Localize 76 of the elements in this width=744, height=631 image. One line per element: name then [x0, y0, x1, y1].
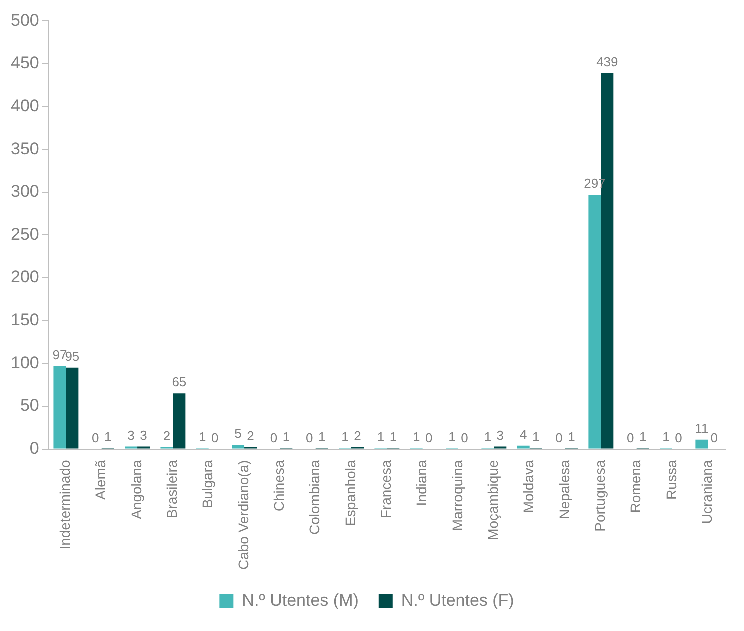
x-tick-label: Russa [663, 460, 680, 500]
x-tick-label: Brasileira [164, 460, 180, 519]
legend-label: N.º Utentes (M) [242, 591, 359, 610]
data-label: 0 [306, 430, 314, 446]
x-tick-label: Espanhola [342, 460, 358, 526]
data-label: 3 [140, 428, 148, 443]
y-tick-label: 450 [10, 54, 40, 73]
bar [232, 444, 245, 449]
data-label: 11 [695, 420, 709, 436]
data-label: 0 [270, 430, 278, 446]
data-label: 1 [532, 429, 540, 444]
x-tick-label: Bulgara [200, 460, 216, 509]
data-label: 1 [662, 429, 670, 444]
y-tick-label: 150 [10, 310, 40, 330]
data-label: 1 [282, 429, 290, 444]
y-tick-label: 50 [20, 396, 40, 416]
bar [173, 394, 186, 449]
data-label: 1 [342, 429, 349, 444]
data-label: 1 [104, 429, 112, 444]
data-label: 1 [412, 429, 420, 444]
data-label: 5 [234, 426, 242, 442]
data-label: 0 [92, 430, 100, 446]
y-tick-label: 100 [10, 353, 40, 372]
x-tick-label: Nepalesa [556, 460, 572, 520]
data-label: 1 [199, 429, 206, 444]
data-label: 1 [390, 429, 398, 444]
data-label: 0 [556, 430, 563, 446]
data-label: 439 [596, 54, 618, 70]
data-label: 1 [318, 429, 326, 444]
data-label: 0 [710, 430, 718, 446]
x-tick-label: Indiana [414, 460, 430, 506]
x-tick-label: Alemã [92, 460, 109, 500]
data-label: 0 [461, 430, 468, 446]
bar [54, 366, 66, 449]
data-label: 4 [520, 426, 528, 442]
x-tick-label: Ucraniana [699, 460, 716, 524]
y-tick-label: 0 [30, 438, 40, 458]
data-label: 2 [354, 428, 362, 444]
y-tick-label: 250 [10, 224, 40, 244]
bar [517, 446, 530, 449]
bar [588, 194, 602, 449]
data-label: 0 [211, 430, 219, 446]
data-label: 1 [484, 429, 492, 444]
x-tick-label: Moldava [520, 460, 537, 514]
x-tick-label: Angolana [128, 460, 144, 520]
data-label: 3 [496, 428, 504, 443]
data-label: 2 [247, 428, 254, 444]
data-label: 97 [52, 347, 68, 362]
data-label: 0 [675, 430, 682, 446]
bar [66, 368, 79, 449]
legend-label: N.º Utentes (F) [401, 591, 514, 610]
data-label: 1 [639, 429, 647, 444]
y-tick-label: 500 [10, 10, 40, 30]
x-tick-label: Cabo Verdiano(a) [235, 460, 252, 570]
y-tick-label: 400 [10, 96, 40, 116]
x-tick-label: Portuguesa [592, 460, 608, 532]
data-label: 1 [448, 429, 456, 444]
x-tick-label: Indeterminado [57, 460, 74, 550]
x-tick-label: Colombiana [306, 460, 323, 535]
x-tick-label: Chinesa [271, 460, 288, 512]
y-tick-label: 200 [10, 268, 40, 287]
x-tick-label: Marroquina [449, 460, 466, 532]
x-tick-label: Moçambique [485, 460, 502, 540]
y-tick-label: 350 [10, 139, 40, 158]
data-label: 0 [626, 430, 634, 446]
data-label: 3 [128, 428, 135, 443]
data-label: 1 [568, 429, 576, 444]
x-tick-label: Romena [628, 460, 644, 514]
data-label: 1 [377, 429, 385, 444]
data-label: 65 [172, 374, 187, 390]
y-tick-label: 300 [10, 182, 40, 202]
data-label: 95 [65, 349, 80, 364]
data-label: 0 [425, 430, 433, 446]
x-tick-label: Francesa [378, 460, 394, 519]
bar [696, 440, 708, 449]
data-label: 2 [163, 428, 171, 444]
